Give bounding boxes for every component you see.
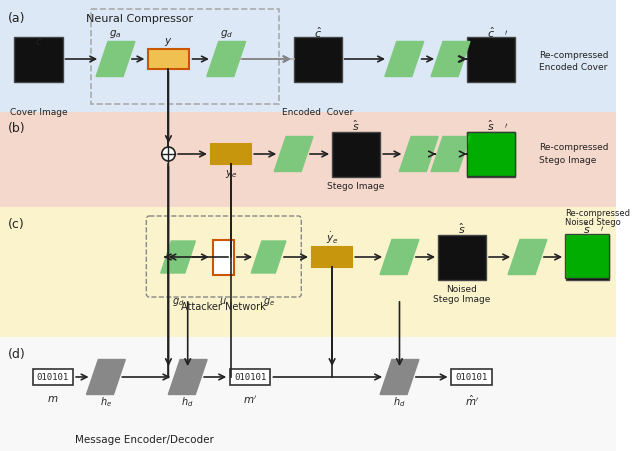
FancyBboxPatch shape bbox=[0, 113, 616, 207]
Text: Re-compressed: Re-compressed bbox=[539, 143, 609, 152]
Polygon shape bbox=[161, 241, 195, 273]
Text: $\hat{c}$: $\hat{c}$ bbox=[314, 26, 322, 40]
Text: $m'$: $m'$ bbox=[243, 393, 257, 405]
Text: $g_d$: $g_d$ bbox=[220, 28, 233, 40]
Polygon shape bbox=[385, 42, 424, 77]
Text: Noised: Noised bbox=[447, 285, 477, 293]
Text: $\hat{s}$: $\hat{s}$ bbox=[458, 221, 466, 235]
Polygon shape bbox=[431, 42, 470, 77]
Text: $y_e$: $y_e$ bbox=[225, 168, 237, 179]
Text: $c$: $c$ bbox=[35, 37, 42, 47]
Polygon shape bbox=[508, 240, 547, 275]
Polygon shape bbox=[399, 137, 438, 172]
Bar bbox=[294, 37, 342, 83]
Bar bbox=[467, 133, 515, 177]
FancyBboxPatch shape bbox=[0, 0, 616, 113]
FancyBboxPatch shape bbox=[212, 240, 234, 275]
Text: $'$: $'$ bbox=[504, 123, 509, 133]
Circle shape bbox=[162, 147, 175, 161]
FancyBboxPatch shape bbox=[148, 50, 189, 70]
Bar bbox=[438, 235, 486, 280]
Text: Stego Image: Stego Image bbox=[328, 182, 385, 191]
Polygon shape bbox=[380, 360, 419, 395]
Text: Cover Image: Cover Image bbox=[10, 108, 67, 117]
Text: (d): (d) bbox=[8, 347, 26, 360]
Text: $\hat{s}$: $\hat{s}$ bbox=[353, 118, 360, 133]
Text: Neural Compressor: Neural Compressor bbox=[86, 14, 193, 24]
Polygon shape bbox=[431, 137, 470, 172]
Text: (c): (c) bbox=[8, 217, 24, 230]
Text: Attacker Network: Attacker Network bbox=[181, 301, 266, 311]
Bar bbox=[15, 37, 63, 83]
Text: $m$: $m$ bbox=[47, 393, 59, 403]
Text: Re-compressed: Re-compressed bbox=[539, 51, 609, 60]
FancyBboxPatch shape bbox=[211, 145, 252, 165]
Polygon shape bbox=[252, 241, 286, 273]
FancyBboxPatch shape bbox=[0, 337, 616, 451]
FancyBboxPatch shape bbox=[230, 369, 271, 385]
Bar bbox=[467, 132, 515, 177]
Polygon shape bbox=[168, 360, 207, 395]
Text: $\dot{y}_e$: $\dot{y}_e$ bbox=[326, 230, 339, 245]
Text: $'$: $'$ bbox=[504, 30, 509, 40]
Text: 010101: 010101 bbox=[234, 373, 266, 382]
Text: Stego Image: Stego Image bbox=[539, 156, 596, 165]
Polygon shape bbox=[207, 42, 246, 77]
Bar bbox=[566, 235, 609, 280]
Polygon shape bbox=[380, 240, 419, 275]
Text: Stego Image: Stego Image bbox=[433, 295, 491, 304]
FancyBboxPatch shape bbox=[33, 369, 73, 385]
Text: Encoded Cover: Encoded Cover bbox=[539, 63, 607, 72]
Bar bbox=[332, 132, 380, 177]
Text: $\hat{s}$: $\hat{s}$ bbox=[487, 118, 495, 133]
FancyBboxPatch shape bbox=[312, 248, 352, 267]
Text: Re-compressed: Re-compressed bbox=[565, 208, 630, 217]
Text: $\hat{m}'$: $\hat{m}'$ bbox=[465, 393, 479, 407]
FancyBboxPatch shape bbox=[451, 369, 492, 385]
Text: (b): (b) bbox=[8, 122, 26, 135]
Text: $y$: $y$ bbox=[164, 36, 173, 48]
Bar bbox=[467, 37, 515, 83]
Bar bbox=[565, 235, 609, 278]
Text: $h_d$: $h_d$ bbox=[182, 394, 194, 408]
Text: Encoded  Cover: Encoded Cover bbox=[282, 108, 353, 117]
Text: (a): (a) bbox=[8, 12, 25, 25]
Polygon shape bbox=[274, 137, 313, 172]
FancyBboxPatch shape bbox=[0, 207, 616, 337]
Text: $g_a$: $g_a$ bbox=[109, 28, 122, 40]
Polygon shape bbox=[86, 360, 125, 395]
Text: 010101: 010101 bbox=[37, 373, 69, 382]
Text: $'$: $'$ bbox=[600, 226, 604, 235]
Text: $\hat{c}$: $\hat{c}$ bbox=[487, 26, 495, 40]
Text: $u$: $u$ bbox=[220, 295, 227, 305]
Text: $g_e$: $g_e$ bbox=[262, 295, 275, 307]
Text: $h_d$: $h_d$ bbox=[393, 394, 406, 408]
Text: Noised Stego: Noised Stego bbox=[565, 217, 621, 226]
Text: $\hat{s}$: $\hat{s}$ bbox=[584, 221, 591, 235]
Polygon shape bbox=[96, 42, 135, 77]
Text: 010101: 010101 bbox=[456, 373, 488, 382]
Text: Message Encoder/Decoder: Message Encoder/Decoder bbox=[75, 434, 214, 444]
Text: $g_d$: $g_d$ bbox=[172, 295, 184, 307]
Text: $h_e$: $h_e$ bbox=[100, 394, 112, 408]
